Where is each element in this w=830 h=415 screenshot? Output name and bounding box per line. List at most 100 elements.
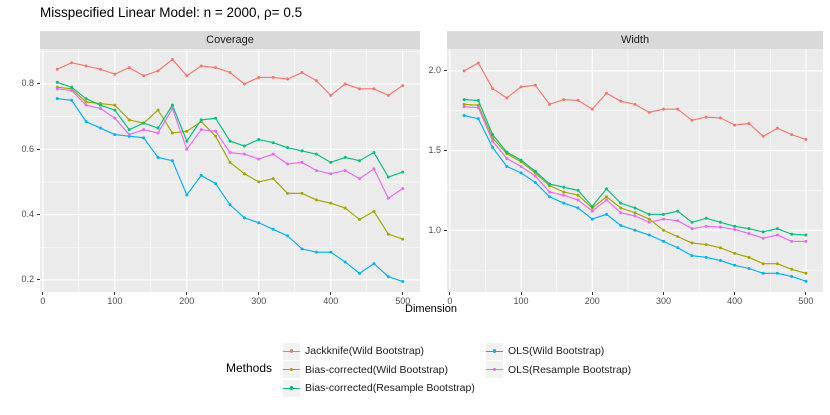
series-line-jackknife-wild-bootstrap- [463,62,807,140]
facet-strip-width: Width [447,31,823,49]
series-point [491,133,495,137]
series-point [185,129,189,133]
series-point [401,280,405,284]
series-point [329,160,333,164]
x-tick-mark [114,292,116,295]
series-point [70,98,74,102]
series-point [519,165,523,169]
series-point [761,230,765,234]
series-point [242,82,246,86]
x-tick-mark [520,292,522,295]
series-point [228,151,232,155]
series-point [199,173,203,177]
series-point [257,221,261,225]
series-point [747,231,751,235]
legend-key-icon [486,342,503,360]
series-point [386,232,390,236]
series-point [676,107,680,111]
series-point [533,169,537,173]
series-point [519,85,523,89]
series-point [647,233,651,237]
series-point [70,85,74,89]
x-tick-label: 500 [798,296,814,306]
series-point [690,220,694,224]
series-point [690,118,694,122]
y-tick-mark [444,150,447,152]
legend-column: Jackknife(Wild Bootstrap) Bias-corrected(… [283,342,475,398]
y-tick-mark [444,229,447,231]
legend-item: OLS(Wild Bootstrap) [486,342,631,360]
series-point [55,80,59,84]
series-point [271,177,275,181]
series-point [533,180,537,184]
y-tick-mark [444,70,447,72]
series-point [790,267,794,271]
series-point [113,108,117,112]
x-tick-mark [662,292,664,295]
series-point [790,274,794,278]
series-point [70,61,74,65]
series-point [718,116,722,120]
series-point [329,93,333,97]
series-point [271,152,275,156]
series-point [84,100,88,104]
series-point [170,57,174,61]
series-point [804,233,808,237]
legend-key-point [290,367,294,372]
legend-item: OLS(Resample Bootstrap) [486,361,631,379]
series-point [775,227,779,231]
series-point [242,172,246,176]
y-tick-label: 1.0 [428,224,441,235]
series-point [214,66,218,70]
series-point [199,64,203,68]
series-point [242,144,246,148]
series-point [84,97,88,101]
series-point [605,195,609,199]
x-tick-label: 200 [179,296,195,306]
series-line-ols-wild-bootstrap- [57,98,403,283]
series-point [661,107,665,111]
series-point [300,191,304,195]
y-tick-mark [37,148,40,150]
series-point [491,139,495,143]
series-point [286,234,290,238]
x-tick-mark [805,292,807,295]
series-point [185,193,189,197]
series-point [199,128,203,132]
series-point [55,87,59,91]
facet-strip-label: Coverage [206,34,254,46]
series-point [690,254,694,258]
series-point [55,67,59,71]
series-point [690,227,694,231]
x-tick-mark [449,292,451,295]
series-point [519,158,523,162]
series-point [286,191,290,195]
series-point [343,206,347,210]
series-point [562,190,566,194]
series-point [343,82,347,86]
series-point [84,120,88,124]
coverage-panel-plot [40,49,420,292]
legend-key-point [290,349,294,353]
series-point [761,134,765,138]
series-point [372,87,376,91]
series-point [185,139,189,143]
series-point [576,206,580,210]
x-tick-mark [258,292,260,295]
series-point [761,236,765,240]
series-point [98,126,102,130]
series-point [476,117,480,121]
series-point [113,72,117,76]
series-point [185,74,189,78]
series-point [733,123,737,127]
legend-item-label: OLS(Resample Bootstrap) [508,363,632,376]
series-point [113,116,117,120]
series-point [343,169,347,172]
series-point [704,216,708,220]
series-point [605,91,609,95]
series-point [242,216,246,220]
series-point [647,110,651,114]
series-line-ols-resample-bootstrap- [464,106,806,242]
series-point [257,75,261,79]
